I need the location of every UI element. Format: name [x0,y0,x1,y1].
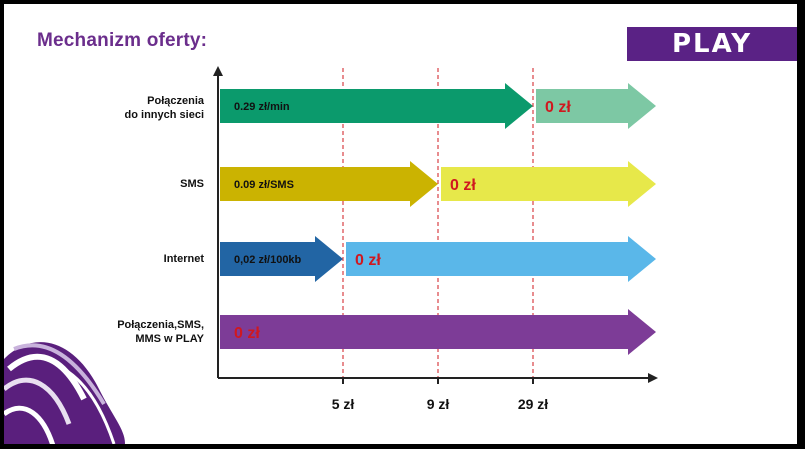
row-label-internet: Internet [164,252,204,266]
page-title: Mechanizm oferty: [37,30,208,51]
free-price-label: 0 zł [234,325,260,342]
x-axis-arrow [648,373,658,383]
row-label-calls: Połączenia do innych sieci [125,94,204,122]
paid-price-label: 0.29 zł/min [234,101,290,113]
offer-chart: 0.29 zł/min 0 zł 0.09 zł/SMS 0 zł 0,02 zł/10… [213,66,658,412]
free-price-label: 0 zł [450,177,476,194]
row-label-play: Połączenia,SMS, MMS w PLAY [117,318,204,346]
paid-price-label: 0.09 zł/SMS [234,179,294,191]
row-label-line: Połączenia,SMS, [117,319,204,331]
free-arrow [220,309,656,355]
slide: Mechanizm oferty: PLAY Połączenia do inn… [4,4,797,444]
paid-arrow [220,83,533,129]
brand-ribbon-graphic [4,342,125,444]
x-tick-label: 29 zł [518,396,548,412]
row-label-line: Połączenia [147,95,204,107]
free-arrow [536,83,656,129]
play-logo: PLAY [627,27,797,61]
row-label-line: SMS [180,178,204,190]
free-price-label: 0 zł [545,99,571,116]
paid-price-label: 0,02 zł/100kb [234,254,302,266]
paid-arrow [220,236,343,282]
free-arrow [441,161,656,207]
paid-arrow [220,161,438,207]
row-label-line: Internet [163,253,204,265]
x-tick-label: 9 zł [427,396,450,412]
row-label-line: MMS w PLAY [135,333,204,345]
free-price-label: 0 zł [355,252,381,269]
y-axis-arrow [213,66,223,76]
row-label-line: do innych sieci [124,109,204,121]
row-label-sms: SMS [180,177,204,191]
free-arrow [346,236,656,282]
x-tick-label: 5 zł [332,396,355,412]
